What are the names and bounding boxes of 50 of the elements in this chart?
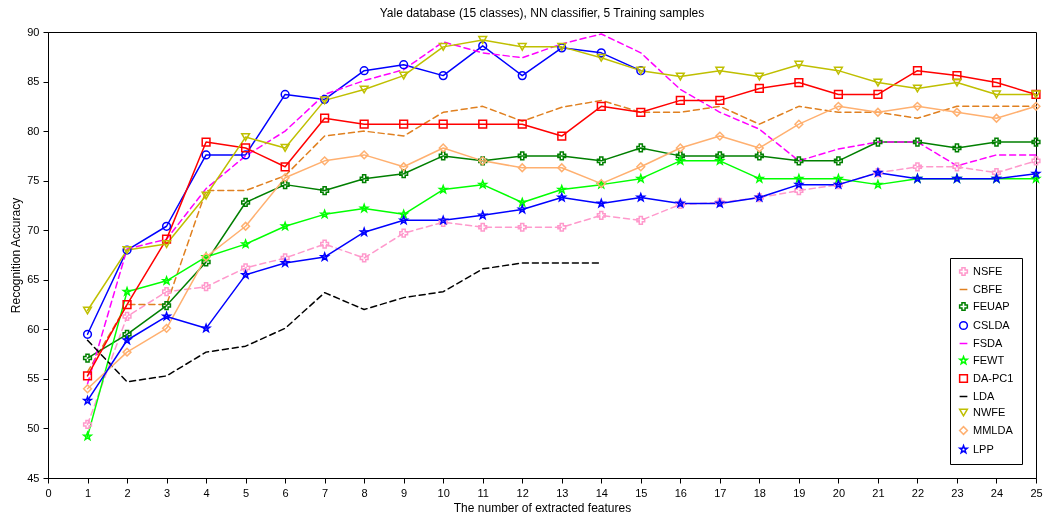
x-tick-label: 23	[951, 486, 964, 499]
x-tick-label: 6	[282, 486, 289, 499]
x-tick-label: 13	[556, 486, 569, 499]
x-tick-label: 4	[203, 486, 210, 499]
x-tick-label: 1	[84, 486, 92, 499]
x-tick-label: 0	[45, 486, 52, 499]
y-tick-label: 90	[27, 25, 40, 38]
legend-label: MMLDA	[973, 423, 1014, 436]
x-tick-label: 16	[674, 486, 687, 499]
y-tick-label: 85	[27, 75, 40, 88]
legend-label: LDA	[973, 389, 996, 402]
x-tick-label: 22	[911, 486, 925, 499]
x-tick-label: 12	[516, 486, 529, 499]
y-tick-label: 50	[27, 421, 40, 434]
legend-label: FEWT	[973, 353, 1005, 366]
y-tick-label: 65	[27, 273, 40, 286]
x-tick-label: 19	[793, 486, 806, 499]
y-tick-label: 45	[27, 471, 40, 484]
y-axis-title: Recognition Accuracy	[9, 197, 24, 314]
legend-label: DA-PC1	[973, 371, 1014, 384]
legend-label: NWFE	[973, 405, 1006, 418]
legend-label: FEUAP	[973, 299, 1010, 312]
legend-label: NSFE	[973, 264, 1003, 277]
x-tick-label: 25	[1030, 486, 1043, 499]
x-tick-label: 15	[635, 486, 648, 499]
x-tick-label: 18	[753, 486, 766, 499]
x-tick-label: 7	[322, 486, 329, 499]
y-tick-label: 70	[27, 223, 40, 236]
x-tick-label: 11	[477, 486, 489, 499]
x-tick-label: 21	[872, 486, 885, 499]
legend-label: CBFE	[973, 282, 1003, 295]
legend-label: CSLDA	[973, 318, 1011, 331]
y-tick-label: 55	[27, 372, 40, 385]
x-tick-label: 10	[437, 486, 450, 499]
x-tick-label: 3	[164, 486, 171, 499]
legend-label: LPP	[973, 442, 994, 455]
x-tick-label: 24	[990, 486, 1004, 499]
y-tick-label: 60	[27, 322, 40, 335]
x-tick-label: 9	[401, 486, 408, 499]
x-axis-title: The number of extracted features	[453, 500, 632, 512]
x-tick-label: 17	[714, 486, 727, 499]
x-tick-label: 8	[361, 486, 368, 499]
y-tick-label: 80	[27, 124, 40, 137]
x-tick-label: 5	[243, 486, 250, 499]
x-tick-label: 2	[124, 486, 131, 499]
x-tick-label: 14	[595, 486, 608, 499]
x-tick-label: 20	[832, 486, 846, 499]
y-tick-label: 75	[27, 174, 40, 187]
legend-label: FSDA	[973, 336, 1003, 349]
chart-title: Yale database (15 classes), NN classifier, 5 Training samples	[379, 6, 705, 20]
